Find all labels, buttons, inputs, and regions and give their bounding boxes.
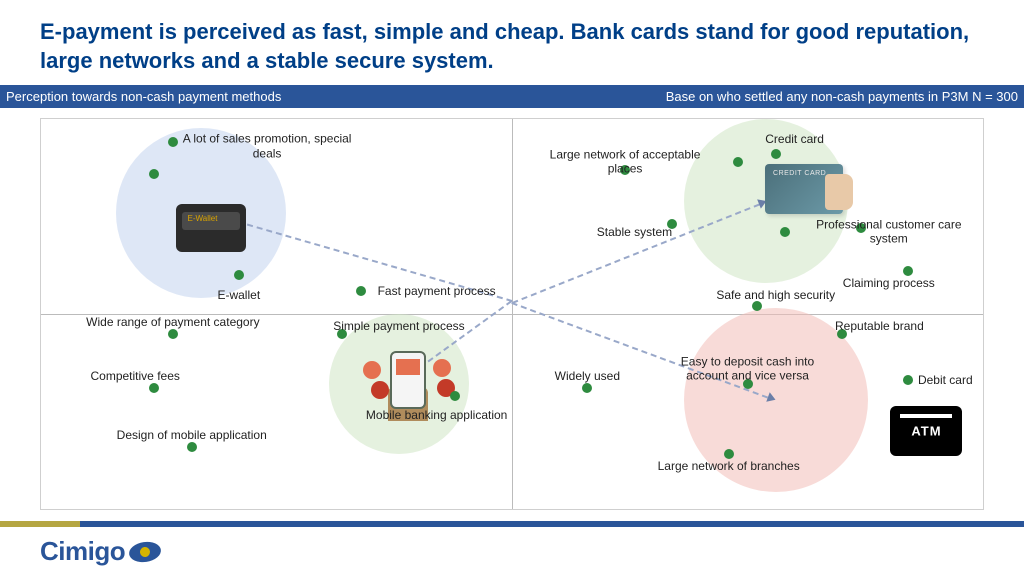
shopping-icon bbox=[363, 361, 381, 379]
data-point bbox=[187, 442, 197, 452]
point-label: Safe and high security bbox=[716, 287, 835, 301]
point-label: Stable system bbox=[597, 225, 672, 239]
mobile-phone-icon bbox=[390, 351, 426, 409]
point-label: Wide range of payment category bbox=[86, 315, 259, 329]
data-point bbox=[450, 391, 460, 401]
atm-card-icon bbox=[890, 406, 962, 456]
data-point bbox=[168, 329, 178, 339]
data-point bbox=[903, 266, 913, 276]
data-point bbox=[733, 157, 743, 167]
point-label: Widely used bbox=[555, 369, 620, 383]
data-point bbox=[771, 149, 781, 159]
wallet-icon bbox=[176, 204, 246, 252]
subtitle-bar: Perception towards non-cash payment meth… bbox=[0, 85, 1024, 108]
point-label: Reputable brand bbox=[835, 318, 924, 332]
data-point bbox=[903, 375, 913, 385]
data-point bbox=[149, 169, 159, 179]
point-label: Competitive fees bbox=[91, 369, 180, 383]
data-point bbox=[149, 383, 159, 393]
brand-logo: Cimigo bbox=[40, 536, 161, 567]
subtitle-left: Perception towards non-cash payment meth… bbox=[6, 89, 281, 104]
data-point bbox=[168, 137, 178, 147]
point-label: Fast payment process bbox=[378, 283, 496, 297]
point-label: Design of mobile application bbox=[117, 428, 267, 442]
point-label: A lot of sales promotion, special deals bbox=[182, 132, 352, 161]
credit-card-icon bbox=[765, 164, 843, 214]
point-label: Easy to deposit cash into account and vi… bbox=[663, 354, 833, 383]
footer-stripe bbox=[0, 521, 1024, 527]
point-label: Claiming process bbox=[843, 276, 935, 290]
data-point bbox=[582, 383, 592, 393]
point-label: Credit card bbox=[765, 131, 824, 145]
point-label: Simple payment process bbox=[333, 318, 464, 332]
subtitle-right: Base on who settled any non-cash payment… bbox=[666, 89, 1018, 104]
data-point bbox=[724, 449, 734, 459]
data-point bbox=[234, 270, 244, 280]
shopping-icon bbox=[433, 359, 451, 377]
data-point bbox=[356, 286, 366, 296]
perceptual-map: A lot of sales promotion, special deals E… bbox=[40, 118, 984, 510]
logo-text: Cimigo bbox=[40, 536, 125, 567]
page-title: E-payment is perceived as fast, simple a… bbox=[0, 0, 1024, 85]
data-point bbox=[752, 301, 762, 311]
point-label: Large network of acceptable places bbox=[540, 148, 710, 177]
point-label: Debit card bbox=[918, 373, 973, 387]
point-label: Mobile banking application bbox=[366, 408, 507, 422]
point-label: Professional customer care system bbox=[804, 218, 974, 247]
data-point bbox=[780, 227, 790, 237]
point-label: E-wallet bbox=[217, 287, 260, 301]
eye-icon bbox=[128, 539, 162, 563]
shopping-icon bbox=[371, 381, 389, 399]
point-label: Large network of branches bbox=[658, 459, 800, 473]
